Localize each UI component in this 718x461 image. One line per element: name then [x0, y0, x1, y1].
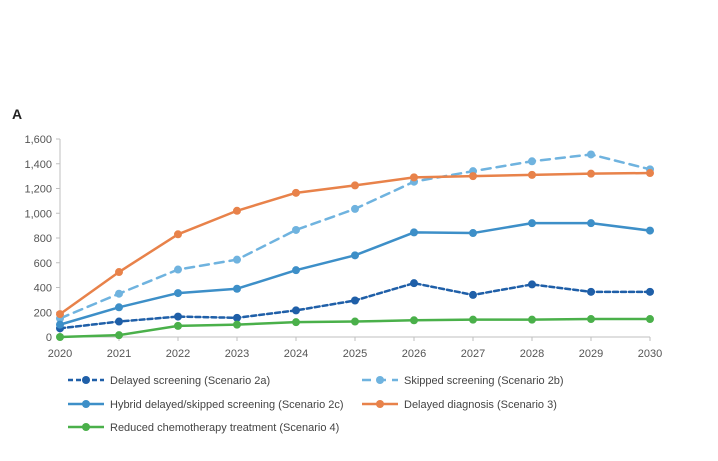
legend-item: Reduced chemotherapy treatment (Scenario… — [68, 422, 339, 434]
data-point — [410, 279, 418, 288]
data-point — [351, 251, 359, 260]
data-point — [292, 188, 300, 197]
data-point — [410, 173, 418, 182]
data-point — [233, 255, 241, 264]
data-point — [115, 289, 123, 298]
data-point — [56, 333, 64, 341]
data-point — [56, 310, 64, 319]
y-tick-label: 1,000 — [24, 208, 52, 220]
legend-label: Delayed screening (Scenario 2a) — [110, 375, 270, 387]
data-point — [469, 172, 477, 181]
data-point — [292, 266, 300, 275]
y-tick-label: 400 — [34, 283, 52, 295]
legend-swatch-marker — [376, 400, 384, 408]
x-tick-label: 2026 — [402, 348, 426, 360]
x-tick-label: 2028 — [520, 348, 544, 360]
data-point — [174, 230, 182, 239]
legend-label: Hybrid delayed/skipped screening (Scenar… — [110, 399, 344, 411]
data-point — [469, 290, 477, 299]
data-point — [528, 170, 536, 179]
data-point — [410, 316, 418, 325]
data-point — [174, 312, 182, 321]
legend-swatch-marker — [376, 376, 384, 384]
legend-item: Delayed screening (Scenario 2a) — [68, 375, 270, 387]
data-point — [528, 280, 536, 289]
data-point — [528, 157, 536, 166]
data-point — [56, 320, 64, 329]
x-tick-label: 2023 — [225, 348, 249, 360]
series-delayed-diagnosis-scenario-3 — [56, 169, 654, 319]
x-tick-label: 2030 — [638, 348, 662, 360]
series-line — [58, 153, 652, 320]
data-point — [351, 181, 359, 190]
data-point — [233, 313, 241, 322]
data-point — [410, 228, 418, 237]
y-tick-label: 200 — [34, 307, 52, 319]
legend-item: Skipped screening (Scenario 2b) — [362, 375, 564, 387]
x-tick-label: 2020 — [48, 348, 72, 360]
legend-item: Delayed diagnosis (Scenario 3) — [362, 399, 557, 411]
x-tick-label: 2022 — [166, 348, 190, 360]
data-point — [528, 315, 536, 324]
x-tick-label: 2021 — [107, 348, 131, 360]
data-point — [233, 206, 241, 215]
data-point — [528, 219, 536, 228]
y-tick-label: 800 — [34, 233, 52, 245]
legend-label: Reduced chemotherapy treatment (Scenario… — [110, 422, 339, 434]
data-point — [174, 321, 182, 330]
legend: Delayed screening (Scenario 2a) Skipped s… — [68, 375, 564, 434]
panel-label: A — [12, 106, 23, 122]
data-point — [587, 169, 595, 178]
data-point — [115, 303, 123, 312]
data-point — [646, 315, 654, 324]
data-point — [469, 315, 477, 324]
data-point — [292, 318, 300, 327]
y-tick-label: 1,600 — [24, 134, 52, 146]
legend-label: Skipped screening (Scenario 2b) — [404, 375, 564, 387]
y-tick-label: 1,200 — [24, 184, 52, 196]
x-tick-label: 2025 — [343, 348, 367, 360]
legend-item: Hybrid delayed/skipped screening (Scenar… — [68, 399, 344, 411]
data-point — [646, 169, 654, 178]
data-point — [351, 317, 359, 326]
series-reduced-chemotherapy-treatment-scenario-4 — [56, 315, 654, 341]
y-tick-label: 600 — [34, 258, 52, 270]
data-point — [292, 225, 300, 234]
y-tick-label: 1,400 — [24, 159, 52, 171]
data-point — [233, 284, 241, 293]
data-point — [587, 219, 595, 228]
series-layer — [56, 150, 654, 341]
data-point — [587, 150, 595, 159]
data-point — [469, 229, 477, 238]
data-point — [233, 320, 241, 329]
series-line — [58, 221, 652, 326]
data-point — [292, 306, 300, 315]
legend-swatch-marker — [82, 423, 90, 431]
x-tick-label: 2024 — [284, 348, 308, 360]
x-tick-label: 2027 — [461, 348, 485, 360]
data-point — [587, 315, 595, 324]
series-line — [58, 171, 652, 316]
data-point — [115, 317, 123, 326]
data-point — [174, 289, 182, 298]
data-point — [646, 287, 654, 296]
axes: 0 200 400 600 800 1,000 1,200 1,400 1,600 2020 202… — [24, 134, 662, 360]
y-tick-label: 0 — [46, 332, 52, 344]
series-hybrid-delayed-skipped-screening-scenario-2c — [56, 219, 654, 329]
data-point — [351, 204, 359, 213]
data-point — [115, 331, 123, 340]
x-tick-label: 2029 — [579, 348, 603, 360]
legend-label: Delayed diagnosis (Scenario 3) — [404, 399, 557, 411]
data-point — [174, 265, 182, 274]
data-point — [115, 268, 123, 277]
series-delayed-screening-scenario-2a — [56, 279, 654, 333]
data-point — [351, 296, 359, 305]
legend-swatch-marker — [82, 376, 90, 384]
data-point — [646, 226, 654, 235]
legend-swatch-marker — [82, 400, 90, 408]
data-point — [587, 287, 595, 296]
